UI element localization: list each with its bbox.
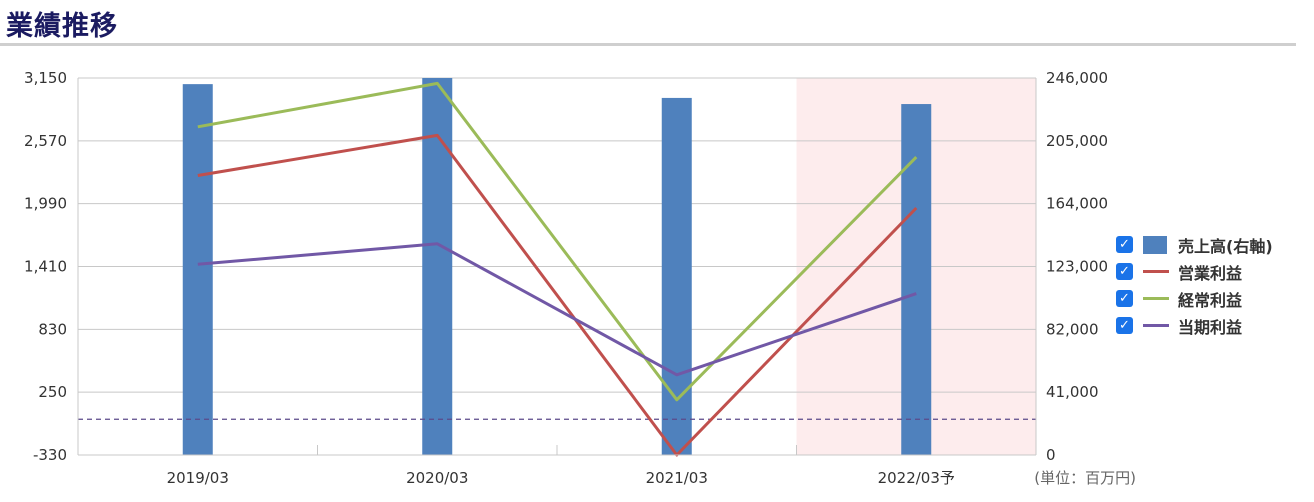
legend-label-sales: 売上高(右軸)	[1178, 236, 1273, 256]
unit-note: (単位：百万円)	[1034, 469, 1136, 487]
legend-swatch-operating-profit	[1143, 263, 1169, 281]
legend-swatch-box	[1143, 235, 1167, 254]
bar-sales	[901, 104, 932, 455]
left-axis-tick-label: 2,570	[24, 132, 67, 150]
legend-checkbox-sales[interactable]: ✓	[1116, 236, 1133, 253]
legend-swatch-line	[1143, 270, 1169, 273]
bar-sales	[661, 97, 692, 456]
x-axis-tick-label: 2019/03	[167, 469, 229, 487]
legend-checkbox-net-profit[interactable]: ✓	[1116, 317, 1133, 334]
right-axis-tick-label: 82,000	[1046, 320, 1099, 338]
legend-item-operating-profit[interactable]: ✓ 営業利益	[1116, 258, 1306, 285]
right-axis-tick-label: 0	[1046, 446, 1056, 464]
legend-label-net-profit: 当期利益	[1178, 317, 1243, 337]
legend-swatch-sales	[1143, 235, 1169, 254]
line-operating-profit	[197, 133, 918, 457]
legend-label-operating-profit: 営業利益	[1178, 263, 1243, 283]
page-title: 業績推移	[6, 11, 118, 42]
bar-sales	[422, 78, 453, 455]
left-axis-tick-label: 1,990	[24, 195, 67, 213]
right-axis-tick-label: 246,000	[1046, 69, 1108, 87]
right-axis-tick-label: 205,000	[1046, 132, 1108, 150]
right-axis-tick-label: 164,000	[1046, 195, 1108, 213]
left-axis-tick-label: -330	[33, 446, 67, 464]
legend-swatch-line	[1143, 297, 1169, 300]
chart-legend: ✓ 売上高(右軸) ✓ 営業利益 ✓ 経常利益 ✓ 当期利益	[1116, 231, 1306, 339]
x-axis-tick-label: 2020/03	[406, 469, 468, 487]
line-net-profit	[197, 242, 917, 377]
x-axis-tick-label: 2022/03予	[878, 469, 955, 487]
legend-swatch-net-profit	[1143, 317, 1169, 335]
x-axis-tick-label: 2021/03	[646, 469, 708, 487]
legend-item-net-profit[interactable]: ✓ 当期利益	[1116, 312, 1306, 339]
left-axis-tick-label: 830	[38, 320, 67, 338]
legend-swatch-ordinary-profit	[1143, 290, 1169, 308]
left-axis-tick-label: 1,410	[24, 258, 67, 276]
title-divider	[0, 43, 1296, 46]
legend-item-ordinary-profit[interactable]: ✓ 経常利益	[1116, 285, 1306, 312]
legend-checkbox-operating-profit[interactable]: ✓	[1116, 263, 1133, 280]
bar-sales	[182, 84, 213, 456]
line-ordinary-profit	[197, 81, 918, 402]
left-axis-tick-label: 250	[38, 383, 67, 401]
left-axis-tick-label: 3,150	[24, 69, 67, 87]
right-axis-tick-label: 41,000	[1046, 383, 1099, 401]
legend-swatch-line	[1143, 324, 1169, 327]
legend-label-ordinary-profit: 経常利益	[1178, 290, 1243, 310]
legend-item-sales[interactable]: ✓ 売上高(右軸)	[1116, 231, 1306, 258]
legend-checkbox-ordinary-profit[interactable]: ✓	[1116, 290, 1133, 307]
right-axis-tick-label: 123,000	[1046, 258, 1108, 276]
